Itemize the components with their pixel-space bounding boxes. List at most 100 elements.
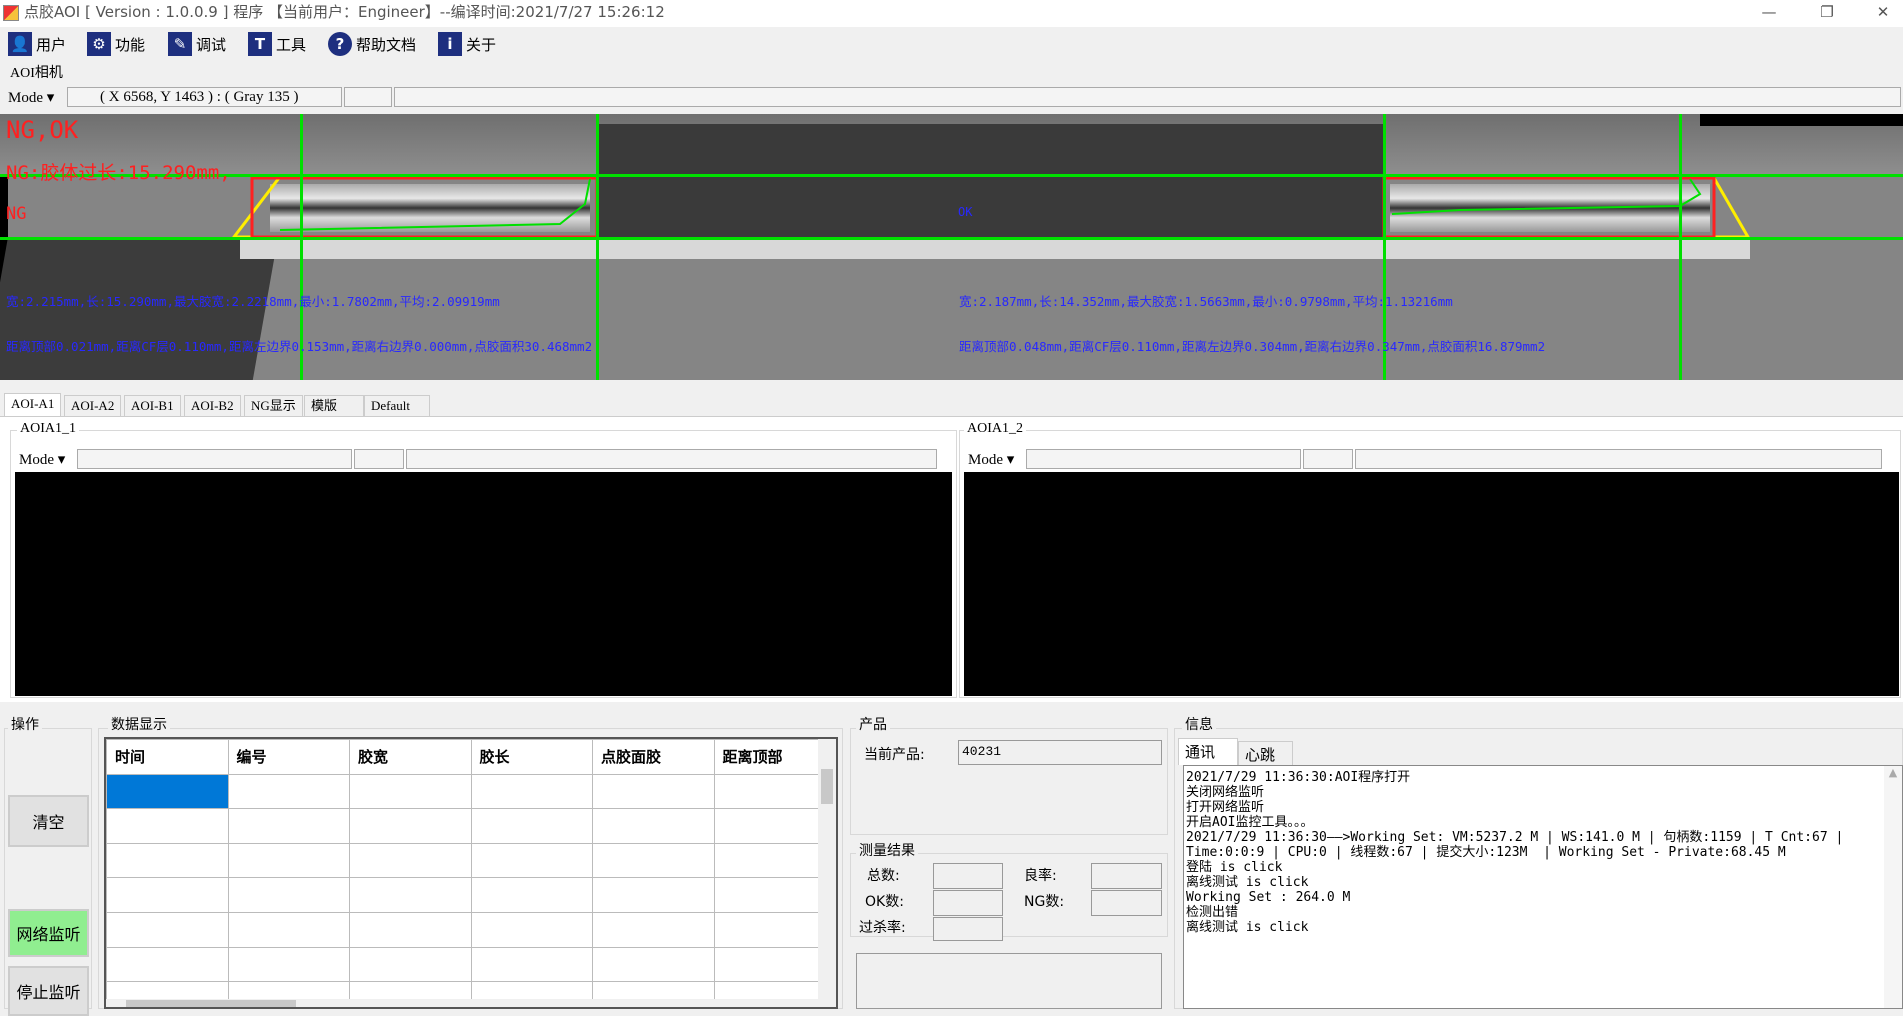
table-cell[interactable] xyxy=(227,773,350,810)
glue-contour xyxy=(1391,178,1702,215)
table-row[interactable] xyxy=(106,773,836,810)
horizontal-scrollbar[interactable] xyxy=(106,999,820,1007)
tab-communication[interactable]: 通讯 xyxy=(1178,738,1238,765)
tab-heartbeat[interactable]: 心跳包 xyxy=(1238,741,1293,785)
toolbar-user[interactable]: 👤 用户 xyxy=(8,31,66,57)
tab-ng-display[interactable]: NG显示 xyxy=(244,395,303,416)
table-cell[interactable] xyxy=(349,773,472,810)
glue-contour xyxy=(279,178,591,231)
tab-aoi-b1[interactable]: AOI-B1 xyxy=(124,395,181,416)
toolbar-debug[interactable]: ✎ 调试 xyxy=(168,31,226,57)
table-cell[interactable] xyxy=(470,946,593,983)
table-cell[interactable] xyxy=(349,911,472,948)
column-header[interactable]: 时间 xyxy=(106,739,229,775)
table-cell[interactable] xyxy=(106,842,229,879)
table-cell[interactable] xyxy=(470,877,593,913)
table-cell[interactable] xyxy=(592,877,715,913)
tab-default[interactable]: Default xyxy=(364,395,430,416)
tab-template[interactable]: 模版 xyxy=(304,395,364,416)
left-measure-line2: 距离顶部0.021mm,距离CF层0.110mm,距离左边界0.153mm,距离… xyxy=(6,339,593,354)
table-cell[interactable] xyxy=(713,808,836,844)
toolbar-tools[interactable]: T 工具 xyxy=(248,31,306,57)
table-row[interactable] xyxy=(106,808,836,844)
table-cell[interactable] xyxy=(592,773,715,810)
toolbar-help[interactable]: ? 帮助文档 xyxy=(328,31,416,57)
table-cell[interactable] xyxy=(713,877,836,913)
table-cell[interactable] xyxy=(227,842,350,879)
ng-count-field[interactable] xyxy=(1091,890,1162,916)
table-cell[interactable] xyxy=(713,946,836,983)
mode-dropdown[interactable]: Mode ▾ xyxy=(968,451,1015,468)
close-button[interactable]: ✕ xyxy=(1876,3,1890,21)
table-cell[interactable] xyxy=(227,946,350,983)
network-listen-button[interactable]: 网络监听 xyxy=(8,909,89,957)
scrollbar-thumb[interactable] xyxy=(821,769,833,804)
log-line: 关闭网络监听 xyxy=(1186,785,1265,800)
clear-button[interactable]: 清空 xyxy=(8,795,89,847)
table-cell[interactable] xyxy=(470,808,593,844)
restore-button[interactable]: ❐ xyxy=(1820,3,1834,21)
tab-aoi-a1[interactable]: AOI-A1 xyxy=(4,393,62,417)
panel-image[interactable] xyxy=(964,472,1899,696)
table-cell[interactable] xyxy=(227,808,350,844)
table-cell[interactable] xyxy=(592,842,715,879)
camera-image[interactable]: NG,OK NG:胶体过长:15.290mm, NG OK 宽:2.215mm,… xyxy=(0,114,1903,380)
image-region xyxy=(1700,114,1903,126)
column-header[interactable]: 距离顶部 xyxy=(713,739,836,775)
column-header[interactable]: 点胶面胶 xyxy=(592,739,715,775)
yield-label: 良率: xyxy=(1024,868,1057,884)
table-cell[interactable] xyxy=(592,808,715,844)
tab-aoi-b2[interactable]: AOI-B2 xyxy=(184,395,241,416)
table-row[interactable] xyxy=(106,842,836,879)
stop-listen-button[interactable]: 停止监听 xyxy=(8,966,89,1016)
table-cell[interactable] xyxy=(713,911,836,948)
table-cell[interactable] xyxy=(106,946,229,983)
right-measure-line2: 距离顶部0.048mm,距离CF层0.110mm,距离左边界0.304mm,距离… xyxy=(959,339,1546,354)
toolbar-function[interactable]: ⚙ 功能 xyxy=(87,31,145,57)
table-cell[interactable] xyxy=(349,842,472,879)
table-cell[interactable] xyxy=(470,911,593,948)
table-cell[interactable] xyxy=(227,911,350,948)
minimize-button[interactable]: — xyxy=(1761,3,1777,21)
toolbar-label: 工具 xyxy=(276,35,307,54)
table-cell[interactable] xyxy=(106,911,229,948)
current-product-field[interactable]: 40231 xyxy=(958,740,1162,765)
table-cell[interactable] xyxy=(106,877,229,913)
scrollbar-thumb[interactable] xyxy=(126,1000,296,1007)
table-cell[interactable] xyxy=(349,877,472,913)
table-cell[interactable] xyxy=(349,946,472,983)
total-field[interactable] xyxy=(933,863,1003,889)
table-row[interactable] xyxy=(106,911,836,948)
app-icon xyxy=(3,5,19,21)
toolbar-about[interactable]: i 关于 xyxy=(438,31,496,57)
data-grid[interactable]: 时间 编号 胶宽 胶长 点胶面胶 距离顶部 xyxy=(104,737,838,1009)
table-cell[interactable] xyxy=(470,773,593,810)
mode-dropdown[interactable]: Mode ▾ xyxy=(19,451,66,468)
column-header[interactable]: 胶宽 xyxy=(349,739,472,775)
table-cell[interactable] xyxy=(592,911,715,948)
table-row[interactable] xyxy=(106,946,836,983)
log-box[interactable]: 2021/7/29 11:36:30:AOI程序打开 关闭网络监听 打开网络监听 开启… xyxy=(1183,765,1903,1009)
column-header[interactable]: 编号 xyxy=(227,739,350,775)
table-cell[interactable] xyxy=(227,877,350,913)
table-cell-selected[interactable] xyxy=(106,773,229,810)
table-cell[interactable] xyxy=(106,808,229,844)
tab-aoi-a2[interactable]: AOI-A2 xyxy=(64,395,122,416)
table-row[interactable] xyxy=(106,877,836,913)
mode-dropdown[interactable]: Mode ▾ xyxy=(8,89,55,106)
overkill-field[interactable] xyxy=(933,917,1003,941)
scroll-up-icon[interactable]: ▲ xyxy=(1888,766,1898,779)
table-cell[interactable] xyxy=(349,808,472,844)
table-cell[interactable] xyxy=(713,842,836,879)
column-header[interactable]: 胶长 xyxy=(470,739,593,775)
log-scrollbar[interactable]: ▲ xyxy=(1884,766,1902,1008)
vertical-scrollbar[interactable] xyxy=(818,739,836,1007)
table-cell[interactable] xyxy=(713,773,836,810)
panel-image[interactable] xyxy=(15,472,952,696)
table-cell[interactable] xyxy=(470,842,593,879)
table-cell[interactable] xyxy=(592,946,715,983)
window-title: 点胶AOI [ Version : 1.0.0.9 ] 程序 【当前用户：Eng… xyxy=(24,3,665,21)
toolbar: 👤 用户 ⚙ 功能 ✎ 调试 T 工具 ? 帮助文档 i 关于 xyxy=(0,27,1903,60)
ok-count-field[interactable] xyxy=(933,890,1003,916)
yield-field[interactable] xyxy=(1091,863,1162,889)
